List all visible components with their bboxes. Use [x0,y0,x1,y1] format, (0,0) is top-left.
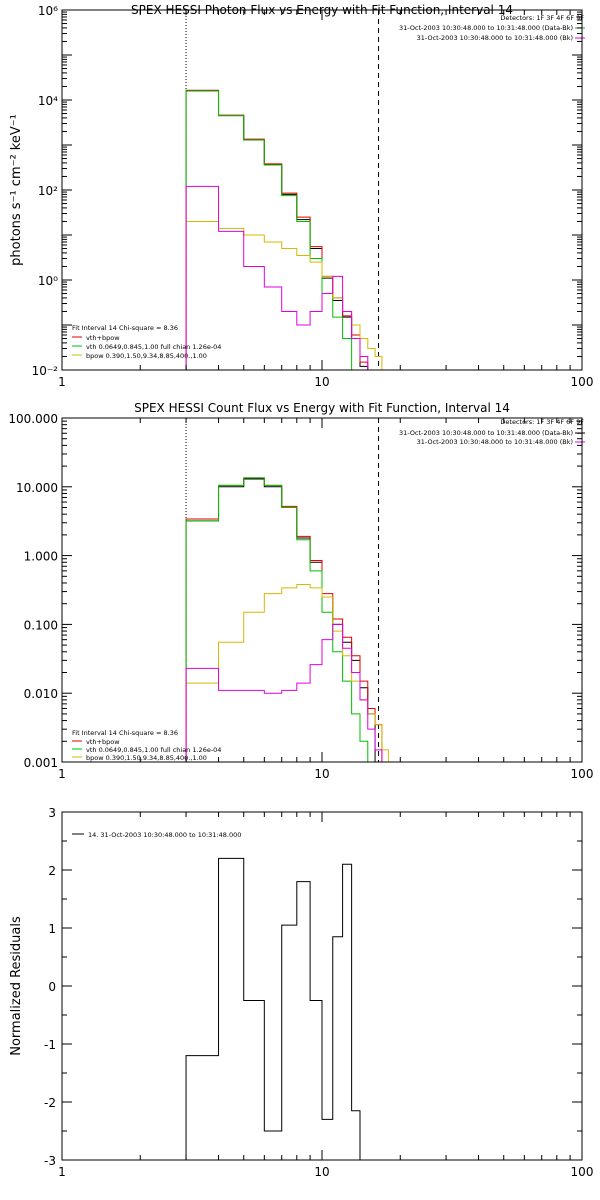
series-line [185,584,395,762]
series-line [185,623,383,762]
x-tick-label: 1 [58,1165,66,1179]
y-tick-label: -2 [44,1096,56,1110]
plot-area [185,10,395,370]
series-line [185,477,376,762]
time-legend-entry: 31-Oct-2003 10:30:48.000 to 10:31:48.000… [399,429,573,437]
x-tick-label: 100 [571,1165,594,1179]
fit-legend-entry: bpow 0.390,1.50,9.34,8.85,400.,1.00 [86,352,207,360]
y-tick-label: 10² [38,184,58,198]
chart-title: SPEX HESSI Count Flux vs Energy with Fit… [134,401,510,415]
series-line [185,185,376,370]
fit-legend-entry: bpow 0.390,1.50,9.34,8.85,400.,1.00 [86,754,207,762]
series-line [185,220,395,370]
y-tick-label: 3 [48,806,56,820]
y-tick-label: 10⁻² [32,364,59,378]
fit-legend-entry: vth+bpow [86,738,120,746]
y-tick-label: 10⁴ [38,94,58,108]
plot-area [185,418,395,762]
y-tick-label: 1.000 [24,550,58,564]
residuals-panel: 14. 31-Oct-2003 10:30:48.000 to 10:31:48… [9,806,593,1179]
x-tick-label: 10 [314,1165,329,1179]
time-legend: 31-Oct-2003 10:30:48.000 to 10:31:48.000… [399,429,585,446]
y-tick-label: 0 [48,980,56,994]
fit-legend: Fit Interval 14 Chi-square = 8.36 vth+bp… [72,324,221,360]
x-tick-label: 100 [571,375,594,389]
count-flux-panel: SPEX HESSI Count Flux vs Energy with Fit… [8,401,593,781]
series-line [185,90,368,370]
detectors-label: Detectors: 1F 3F 4F 6F 9F [500,14,584,22]
x-tick-label: 100 [571,767,594,781]
fit-legend: Fit Interval 14 Chi-square = 8.36 vth+bp… [72,729,221,762]
y-tick-label: -1 [44,1038,56,1052]
y-tick-label: 100.000 [8,412,58,426]
y-tick-label: 2 [48,864,56,878]
plot-area [185,857,361,1160]
plot-frame [61,9,583,371]
series-line [185,857,361,1160]
y-tick-label: 0.100 [24,618,58,632]
fit-legend-entry: vth+bpow [86,334,120,342]
y-axis-label: Normalized Residuals [9,916,24,1056]
time-legend: 31-Oct-2003 10:30:48.000 to 10:31:48.000… [399,24,585,42]
residuals-legend: 14. 31-Oct-2003 10:30:48.000 to 10:31:48… [88,831,241,839]
y-tick-label: 10⁶ [38,4,58,18]
series-line [185,90,376,370]
y-tick-label: 10.000 [16,481,58,495]
fit-legend-entry: vth 0.0649,0.845,1.00 full chian 1.26e-0… [86,746,221,754]
series-line [185,478,376,762]
y-axis-label: photons s⁻¹ cm⁻² keV⁻¹ [9,114,24,266]
y-tick-label: 10⁰ [38,274,58,288]
time-legend-entry: 31-Oct-2003 10:30:48.000 to 10:31:48.000… [399,24,573,32]
x-tick-label: 10 [314,767,329,781]
time-legend-entry: 31-Oct-2003 10:30:48.000 to 10:31:48.000… [417,438,573,446]
x-tick-label: 1 [58,767,66,781]
x-tick-label: 10 [314,375,329,389]
series-line [185,89,376,370]
y-tick-label: 0.001 [24,756,58,770]
y-tick-label: 0.010 [24,687,58,701]
fit-legend-header: Fit Interval 14 Chi-square = 8.36 [72,324,178,332]
photon-flux-panel: SPEX HESSI Photon Flux vs Energy with Fi… [9,3,593,389]
time-legend-entry: 31-Oct-2003 10:30:48.000 to 10:31:48.000… [417,34,573,42]
fit-legend-entry: vth 0.0649,0.845,1.00 full chian 1.26e-0… [86,343,221,351]
x-tick-label: 1 [58,375,66,389]
y-tick-label: 1 [48,922,56,936]
fit-legend-header: Fit Interval 14 Chi-square = 8.36 [72,729,178,737]
detectors-label: Detectors: 1F 3F 4F 6F 9F [500,418,584,426]
y-tick-label: -3 [44,1154,56,1168]
